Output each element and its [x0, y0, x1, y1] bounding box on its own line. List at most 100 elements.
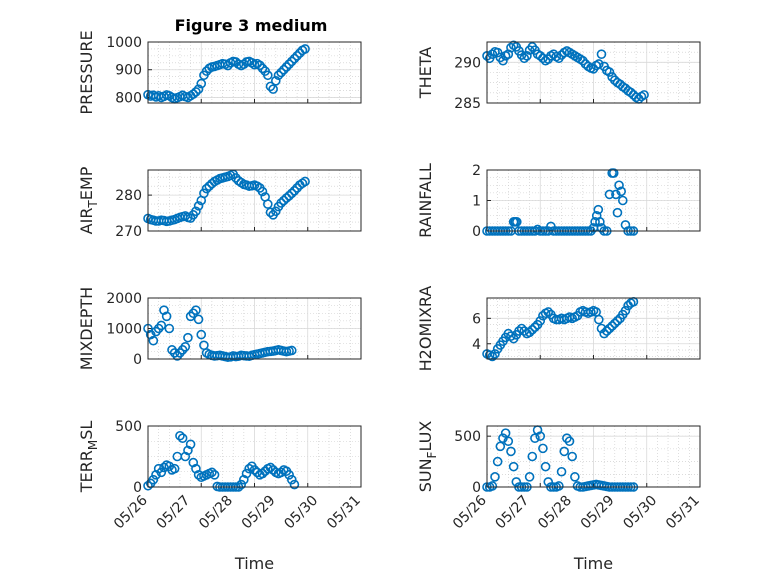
data-point: [169, 463, 180, 474]
data-point: [530, 433, 540, 444]
y-axis-label-subscript: T: [86, 200, 100, 209]
data-point: [196, 78, 207, 89]
data-point: [148, 474, 159, 485]
data-point: [590, 217, 600, 227]
data-point: [284, 191, 294, 201]
data-point: [244, 463, 254, 474]
x-tick-label: 05/31: [663, 493, 703, 533]
data-point: [487, 351, 498, 362]
data-point: [286, 56, 297, 67]
y-axis-label: MIXDEPTH: [77, 287, 96, 370]
y-axis-label-main: TERR: [77, 450, 96, 493]
data-point: [284, 59, 294, 69]
data-point: [276, 198, 286, 208]
data-point: [265, 81, 276, 92]
data-point: [617, 195, 628, 206]
y-tick-label: 4: [472, 337, 481, 353]
data-point: [289, 479, 300, 490]
y-axis-label-main: RAINFALL: [416, 163, 435, 238]
data-point: [188, 89, 199, 99]
axes-frame: [486, 169, 701, 232]
data-point: [164, 323, 175, 334]
data-point: [506, 446, 516, 457]
data-point: [278, 195, 289, 206]
x-tick-label: 05/27: [154, 493, 194, 533]
x-tick-label: 05/27: [493, 493, 533, 533]
data-point: [265, 207, 276, 218]
data-point: [602, 326, 612, 336]
axes-frame: [486, 425, 701, 488]
data-point: [257, 186, 268, 197]
data-point: [191, 206, 201, 217]
data-point: [599, 328, 609, 339]
data-point: [236, 479, 246, 490]
y-tick-label: 0: [133, 480, 142, 496]
axes-frame: [147, 41, 362, 104]
data-point: [185, 439, 196, 450]
x-tick-label: 05/26: [450, 492, 490, 532]
data-point: [241, 468, 252, 479]
data-point: [594, 59, 604, 69]
figure-title: Figure 3 medium: [175, 16, 328, 35]
x-tick-label: 05/28: [196, 493, 236, 533]
data-point: [506, 331, 516, 341]
y-axis-label-main: AIR: [77, 208, 96, 235]
y-axis-label: SUNFLUX: [416, 421, 439, 493]
series-air_temp: [143, 169, 310, 227]
y-axis-label-main: MIXDEPTH: [77, 287, 96, 370]
data-point: [286, 345, 297, 356]
data-point: [620, 305, 631, 316]
y-tick-label: 1000: [106, 322, 142, 338]
data-point: [286, 474, 297, 485]
data-point: [231, 173, 241, 183]
y-axis-label-main: SUN: [416, 458, 435, 492]
data-point: [612, 207, 623, 218]
data-point: [535, 51, 546, 61]
data-point: [535, 316, 546, 326]
data-point: [300, 44, 310, 54]
data-point: [543, 307, 554, 317]
data-point: [498, 55, 508, 66]
series-h2omixra: [482, 297, 639, 362]
subplot-mixdepth: 0 1000 2000 MIXDEPTH: [77, 287, 362, 370]
data-point: [570, 472, 580, 482]
data-point: [567, 451, 578, 462]
x-axis-label: Time: [234, 554, 274, 573]
data-point: [512, 217, 522, 227]
subplot-h2omixra: 4 6 H2OMIXRA: [416, 286, 701, 371]
series-pressure: [143, 44, 310, 104]
axes-frame: [147, 297, 362, 360]
data-point: [516, 323, 527, 334]
data-point: [148, 335, 159, 346]
y-axis-label-rest: LUX: [416, 421, 435, 452]
x-tick-label: 05/31: [324, 493, 364, 533]
data-point: [490, 349, 500, 359]
data-point: [593, 204, 604, 215]
data-point: [540, 461, 551, 472]
subplot-terr_msl: 0 500 05/26 05/27 05/28 05/29 05/30 05/31 Time TE…: [77, 419, 364, 573]
data-point: [177, 433, 188, 444]
data-point: [609, 318, 620, 329]
data-point: [278, 64, 289, 75]
data-point: [524, 327, 535, 338]
data-point: [175, 430, 185, 441]
data-point: [193, 201, 204, 211]
data-point: [527, 324, 538, 335]
axes-frame: [147, 169, 362, 232]
subplot-air_temp: 270 280 AIRTEMP: [77, 166, 362, 240]
subplot-theta: 285 290 THETA: [416, 40, 701, 112]
data-point: [156, 467, 167, 478]
data-point: [257, 468, 268, 479]
data-point: [292, 183, 302, 193]
data-point: [281, 62, 292, 72]
data-point: [286, 188, 297, 199]
axes-frame: [486, 297, 701, 360]
data-point: [257, 63, 268, 74]
data-point: [639, 90, 649, 100]
y-tick-label: 1: [472, 194, 481, 210]
data-point: [281, 193, 292, 203]
data-point: [183, 332, 193, 343]
data-point: [595, 217, 605, 227]
data-point: [199, 188, 209, 199]
